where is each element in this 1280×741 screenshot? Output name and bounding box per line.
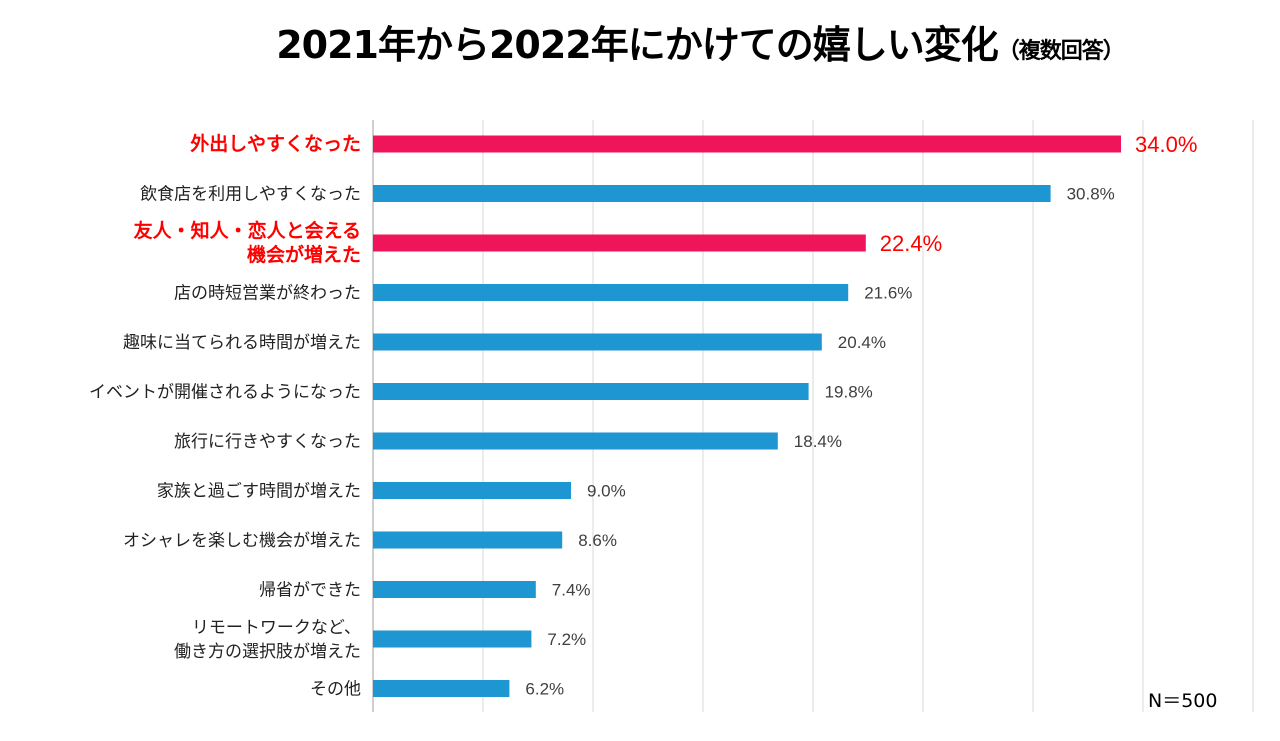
title-main: 2021年から2022年にかけての嬉しい変化 [276,23,999,67]
bar [373,581,536,598]
data-label: 22.4% [880,231,942,256]
category-label: 家族と過ごす時間が増えた [157,482,361,502]
bar [373,680,510,697]
category-label: 外出しやすくなった [190,132,361,155]
category-label: オシャレを楽しむ機会が増えた [123,531,361,551]
category-label: 旅行に行きやすくなった [174,432,361,452]
bar [373,185,1051,202]
sample-size-note: N＝500 [1148,690,1218,712]
category-label: 飲食店を利用しやすくなった [140,185,361,205]
bar [373,482,571,499]
data-label: 9.0% [587,482,626,501]
data-label: 18.4% [794,432,842,451]
bar [373,531,563,549]
category-label: 帰省ができた [259,581,361,601]
title-subtitle: （複数回答） [997,39,1125,64]
category-label: その他 [310,680,361,700]
data-label: 7.2% [547,630,586,649]
data-label: 34.0% [1135,132,1197,157]
data-label: 20.4% [838,333,886,352]
bar [373,234,866,252]
category-label: リモートワークなど、働き方の選択肢が増えた [174,618,361,662]
category-label: 友人・知人・恋人と会える機会が増えた [134,219,361,266]
bar [373,333,822,351]
data-label: 8.6% [578,531,617,550]
category-label: イベントが開催されるようになった [89,383,361,403]
bar [373,383,809,400]
data-label: 19.8% [825,383,873,402]
category-label: 店の時短営業が終わった [174,284,361,304]
bar [373,135,1121,153]
bar [373,432,778,450]
data-label: 21.6% [864,284,912,303]
chart-title: 2021年から2022年にかけての嬉しい変化（複数回答） [0,14,1280,69]
data-label: 30.8% [1067,185,1115,204]
data-label: 7.4% [552,581,591,600]
category-label: 趣味に当てられる時間が増えた [123,333,361,353]
bar [373,284,849,301]
data-label: 6.2% [525,680,564,699]
bar [373,630,532,648]
